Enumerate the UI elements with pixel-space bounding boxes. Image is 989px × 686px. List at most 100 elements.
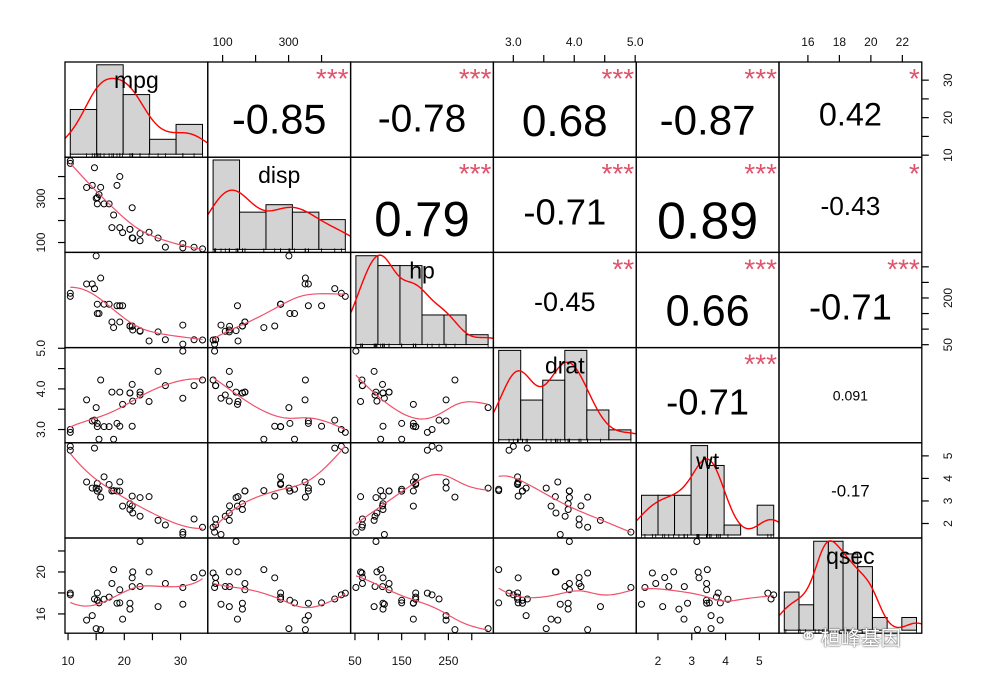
significance-stars: *** [744,63,777,94]
scatter-point [136,538,144,546]
scatter-point [92,194,100,202]
histogram-bar [871,616,888,631]
scatter-panel-qsec-vs-wt [635,537,780,634]
panel-frame [64,442,209,539]
correlation-panel-disp-qsec: -0.43 * [778,156,923,254]
scatter-point [337,289,345,297]
scatter-point [694,568,702,576]
scatter-point [83,184,91,192]
scatter-panel-drat-vs-hp [349,346,495,444]
scatter-point [358,580,366,588]
tick-label: 16 [34,607,48,621]
smooth-line [355,374,489,420]
scatter-point [318,478,326,486]
diagonal-panel-hp: hp [349,251,495,349]
axis-bottom-wt: 2 3 4 5 [655,633,763,668]
tick-label: 22 [896,35,910,49]
scatter-point [714,589,722,597]
scatter-point [523,595,531,603]
scatter-point [565,494,573,502]
panel-frame [64,251,209,349]
axis-bottom-mpg: 10 20 30 [61,633,188,668]
scatter-point [110,566,118,574]
scatter-point [377,487,385,495]
scatter-point [442,396,450,404]
scatter-point [428,591,436,599]
scatter-point [105,481,113,489]
scatter-point [518,599,526,607]
tick-label: 3.0 [505,35,522,49]
scatter-point [703,599,711,607]
significance-stars: *** [459,63,492,94]
scatter-point [179,583,187,591]
histogram-bar [723,524,742,536]
correlation-value: 0.66 [666,288,750,336]
scatter-point [277,479,285,487]
histogram-bar [586,409,610,441]
scatter-point [179,600,187,608]
density-curve [349,254,494,340]
scatter-point [225,397,233,405]
scatter-point [285,625,293,633]
scatter-point [116,318,124,326]
histogram-bar [783,591,800,631]
histogram-bar [149,138,177,155]
scatter-point [442,484,450,492]
scatter-point [575,574,583,582]
scatter-point [331,444,339,452]
scatter-point [260,566,268,574]
scatter-point [556,530,564,538]
scatter-point [495,566,503,574]
scatter-point [301,626,309,634]
panel-frame [349,442,495,539]
scatter-point [505,589,513,597]
scatter-point [552,568,560,576]
scatter-point [301,396,309,404]
correlation-value: -0.43 [820,191,880,221]
scatter-point [331,595,339,603]
scatter-panel-disp-vs-mpg [64,156,209,254]
axis-left-disp: 100 300 [34,175,65,253]
smooth-line [498,587,632,599]
scatter-point [113,599,121,607]
scatter-point [190,336,198,344]
tick-label: 2 [941,520,955,527]
scatter-point [260,324,268,332]
tick-label: 300 [279,35,299,49]
scatter-point [136,237,144,245]
scatter-point [554,616,562,624]
scatter-point [234,568,242,576]
tick-label: 20 [941,111,955,125]
density-curve [207,189,351,237]
scatter-point [352,347,360,355]
scatter-point [226,502,234,510]
scatter-point [577,583,585,591]
scatter-point [226,380,234,388]
scatter-point [116,478,124,486]
scatter-point [680,615,688,623]
scatter-point [129,326,137,334]
scatter-point [145,568,153,576]
scatter-point [373,509,381,517]
scatter-point [301,478,309,486]
scatter-point [93,589,101,597]
tick-label: 100 [34,232,48,252]
significance-stars: *** [316,63,349,94]
scatter-point [93,310,101,318]
histogram-bar [239,211,267,250]
scatter-point [547,615,555,623]
scatter-point [90,285,98,293]
smooth-line [70,578,203,607]
tick-label: 150 [392,654,412,668]
tick-label: 250 [438,654,458,668]
correlation-value: -0.45 [534,287,596,317]
tick-label: 18 [833,35,847,49]
scatter-point [561,583,569,591]
scatter-point [379,583,387,591]
scatter-point [126,599,134,607]
scatter-point [105,423,113,431]
scatter-point [412,589,420,597]
scatter-point [241,487,249,495]
density-curve [778,540,922,629]
scatter-point [561,512,569,520]
